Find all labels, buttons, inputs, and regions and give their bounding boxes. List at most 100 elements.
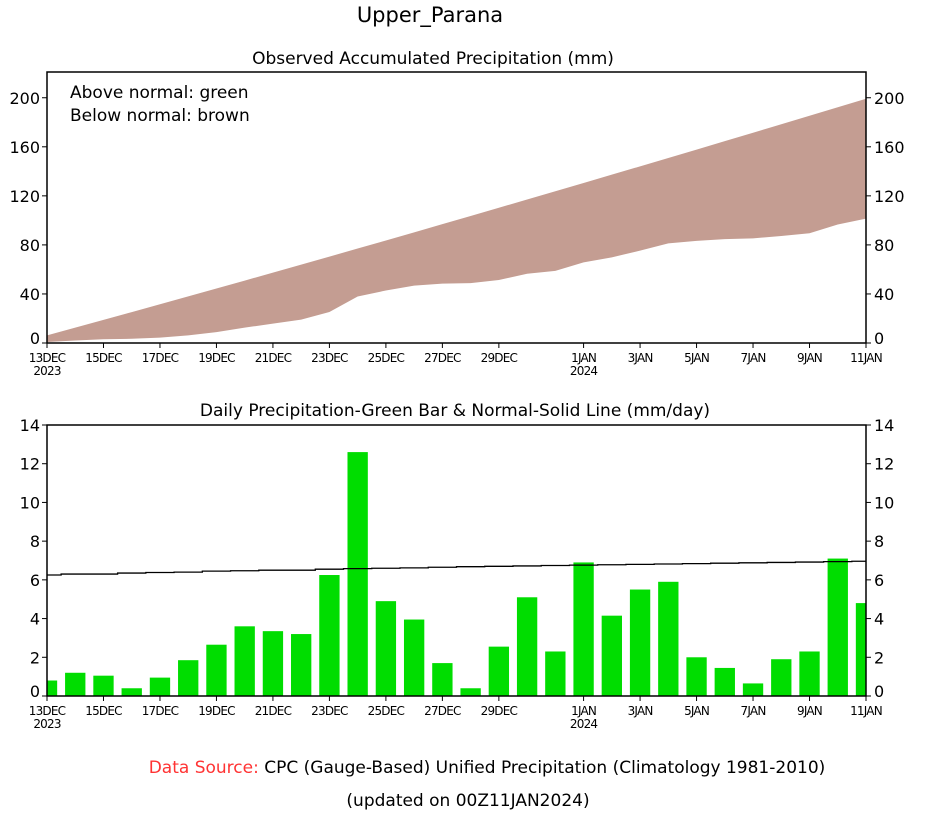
daily-precip-bar	[516, 597, 538, 696]
bottom-xtick-label: 19DEC	[198, 704, 235, 718]
top-xtick-year: 2024	[570, 364, 598, 378]
daily-precip-bar	[545, 651, 566, 696]
top-xtick-label: 15DEC	[85, 351, 122, 365]
bottom-ytick-label-left: 6	[30, 571, 40, 590]
bottom-ytick-label-left: 4	[30, 610, 40, 629]
bottom-frame	[46, 424, 867, 697]
bottom-xtick-label: 29DEC	[481, 704, 518, 718]
bottom-xtick-year: 2023	[33, 717, 61, 731]
figure-title: Upper_Parana	[357, 3, 503, 28]
bottom-xtick-label: 5JAN	[684, 704, 709, 718]
top-ytick-label-left: 80	[20, 236, 40, 255]
bottom-ytick-label-right: 6	[874, 571, 884, 590]
bottom-xtick-label: 17DEC	[142, 704, 179, 718]
top-ytick-label-left: 0	[30, 329, 40, 348]
bottom-xtick-label: 3JAN	[628, 704, 653, 718]
top-xtick-label: 25DEC	[368, 351, 405, 365]
daily-precip-bar	[460, 688, 481, 696]
top-xtick-label: 1JAN	[571, 351, 596, 365]
top-ytick-label-right: 80	[874, 236, 894, 255]
bottom-xtick-label: 15DEC	[85, 704, 122, 718]
daily-precip-bar	[855, 603, 866, 696]
top-frame	[46, 71, 867, 344]
top-xtick-label: 13DEC	[29, 351, 66, 365]
bottom-ytick-label-right: 2	[874, 648, 884, 667]
bottom-xtick-label: 27DEC	[424, 704, 461, 718]
daily-precip-bar	[206, 644, 227, 696]
top-ytick-label-right: 120	[874, 187, 905, 206]
top-xtick-label: 21DEC	[255, 351, 292, 365]
top-xtick-label: 17DEC	[142, 351, 179, 365]
daily-precip-bar	[347, 452, 368, 696]
bottom-ytick-label-left: 10	[20, 493, 40, 512]
daily-precip-bar	[629, 589, 651, 696]
bottom-ytick-label-left: 0	[30, 682, 40, 701]
legend-above: Above normal: green	[70, 83, 249, 103]
footer-source-text: CPC (Gauge-Based) Unified Precipitation …	[264, 758, 825, 778]
daily-precip-bar	[262, 631, 284, 696]
top-ytick-label-left: 160	[9, 138, 40, 157]
top-xtick-label: 9JAN	[797, 351, 822, 365]
top-xtick-label: 29DEC	[481, 351, 518, 365]
daily-precip-bar	[686, 657, 707, 696]
top-ytick-label-right: 200	[874, 89, 905, 108]
normal-line	[47, 560, 866, 576]
daily-precip-bar	[47, 680, 58, 696]
daily-precip-bar	[771, 659, 792, 696]
top-chart-title: Observed Accumulated Precipitation (mm)	[252, 49, 614, 69]
daily-precip-bar	[403, 619, 425, 696]
daily-precip-bar	[432, 663, 453, 696]
bottom-chart-title: Daily Precipitation-Green Bar & Normal-S…	[200, 401, 710, 421]
daily-precip-bar	[375, 601, 397, 696]
bottom-ytick-label-right: 10	[874, 493, 894, 512]
bottom-xtick-label: 21DEC	[255, 704, 292, 718]
daily-precip-bar	[319, 575, 340, 696]
top-xtick-label: 5JAN	[684, 351, 709, 365]
daily-precip-bar	[601, 615, 622, 696]
top-ytick-label-left: 40	[20, 285, 40, 304]
footer-updated: (updated on 00Z11JAN2024)	[346, 791, 589, 811]
bottom-ytick-label-left: 8	[30, 532, 40, 551]
bottom-ytick-label-right: 14	[874, 416, 894, 435]
top-ytick-label-left: 200	[9, 89, 40, 108]
daily-precip-bar	[488, 646, 510, 696]
daily-precip-bar	[291, 634, 312, 696]
top-xtick-label: 27DEC	[424, 351, 461, 365]
bottom-xtick-label: 1JAN	[571, 704, 596, 718]
bottom-ytick-label-right: 8	[874, 532, 884, 551]
top-xtick-label: 3JAN	[628, 351, 653, 365]
daily-precip-bar	[234, 626, 255, 696]
daily-precip-bar	[658, 581, 679, 696]
daily-precip-bar	[742, 683, 764, 696]
top-ytick-label-left: 120	[9, 187, 40, 206]
bottom-xtick-label: 11JAN	[850, 704, 882, 718]
legend-below: Below normal: brown	[70, 106, 250, 126]
bottom-xtick-label: 23DEC	[311, 704, 348, 718]
bottom-xtick-label: 9JAN	[797, 704, 822, 718]
footer-source: Data Source: CPC (Gauge-Based) Unified P…	[149, 758, 826, 778]
bottom-ytick-label-right: 4	[874, 610, 884, 629]
footer-source-label: Data Source:	[149, 758, 259, 778]
top-xtick-year: 2023	[33, 364, 61, 378]
top-xtick-label: 11JAN	[850, 351, 882, 365]
daily-precip-bar	[827, 558, 848, 696]
top-ytick-label-right: 0	[874, 329, 884, 348]
daily-precip-bar	[93, 675, 114, 696]
top-ytick-label-right: 160	[874, 138, 905, 157]
bottom-ytick-label-right: 0	[874, 682, 884, 701]
daily-precip-bar	[714, 667, 735, 696]
top-xtick-label: 7JAN	[741, 351, 766, 365]
daily-precip-bar	[65, 672, 86, 696]
top-xtick-label: 23DEC	[311, 351, 348, 365]
top-xtick-label: 19DEC	[198, 351, 235, 365]
bottom-ytick-label-right: 12	[874, 455, 894, 474]
bottom-xtick-label: 25DEC	[368, 704, 405, 718]
bottom-xtick-label: 7JAN	[741, 704, 766, 718]
daily-precip-bar	[799, 651, 820, 696]
bottom-ytick-label-left: 12	[20, 455, 40, 474]
below-normal-area	[47, 98, 866, 344]
daily-precip-bar	[178, 660, 199, 696]
bottom-xtick-year: 2024	[570, 717, 598, 731]
daily-precip-bar	[121, 688, 142, 696]
